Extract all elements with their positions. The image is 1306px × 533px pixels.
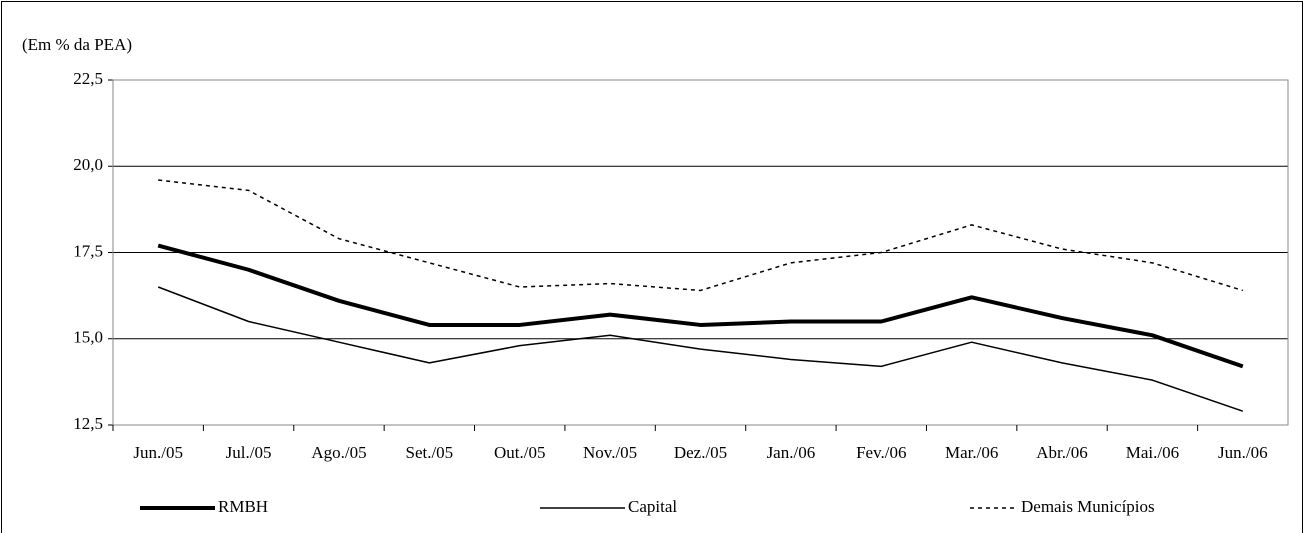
- legend-label: RMBH: [218, 497, 268, 516]
- x-tick-label: Nov./05: [583, 443, 637, 462]
- x-tick-label: Mar./06: [945, 443, 998, 462]
- plot-frame: [112, 79, 1289, 426]
- x-tick-label: Mai./06: [1126, 443, 1179, 462]
- y-tick-label: 17,5: [73, 241, 103, 260]
- series-line: [157, 286, 1244, 412]
- y-tick-label: 12,5: [73, 414, 103, 433]
- x-tick-label: Abr./06: [1036, 443, 1087, 462]
- series-line: [158, 179, 1244, 292]
- y-tick-label: 20,0: [73, 155, 103, 174]
- series-line: [157, 243, 1244, 369]
- y-axis-label: (Em % da PEA): [22, 35, 132, 54]
- y-tick-label: 22,5: [73, 69, 103, 88]
- x-tick-label: Jul./05: [226, 443, 272, 462]
- x-tick-label: Jan./06: [767, 443, 816, 462]
- x-tick-label: Ago./05: [311, 443, 366, 462]
- legend-label: Capital: [628, 497, 677, 516]
- y-tick-label: 15,0: [73, 328, 103, 347]
- x-tick-label: Set./05: [405, 443, 453, 462]
- legend-label: Demais Municípios: [1021, 497, 1155, 516]
- x-tick-label: Dez./05: [674, 443, 727, 462]
- x-tick-label: Jun./06: [1218, 443, 1268, 462]
- x-tick-label: Out./05: [494, 443, 545, 462]
- x-tick-label: Fev./06: [856, 443, 906, 462]
- x-tick-label: Jun./05: [133, 443, 183, 462]
